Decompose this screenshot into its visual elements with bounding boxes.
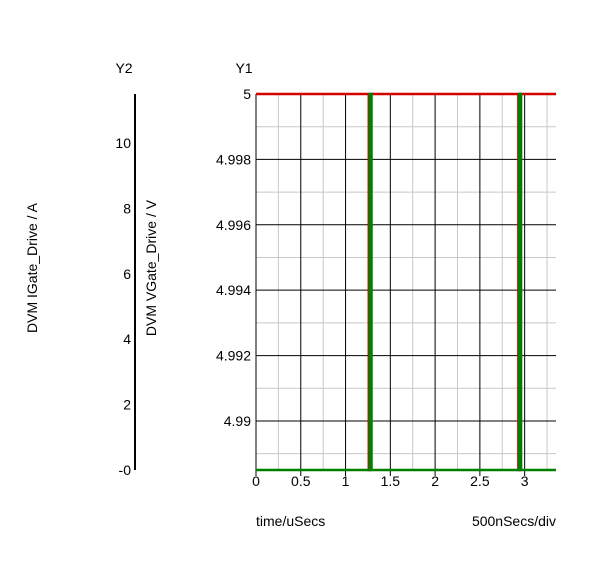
x-tick-label: 3	[521, 473, 529, 489]
y2-tick-label: 6	[123, 266, 131, 282]
x-tick-label: 0	[252, 473, 260, 489]
series-2-line	[256, 92, 556, 472]
y1-tick-label: 5	[243, 86, 251, 102]
y2-tick-label: 4	[123, 331, 131, 347]
x-tick-label: 2	[431, 473, 439, 489]
series-layer	[256, 92, 556, 472]
x-axis-label: time/uSecs	[256, 513, 325, 529]
tick-labels: 5 4.998 4.996 4.994 4.992 4.99 0 0.5 1 1.5 2 2.5 3 10…	[115, 86, 528, 489]
x-tick-label: 1.5	[381, 473, 401, 489]
x-tick-label: 1	[342, 473, 350, 489]
y2-tick-label: 2	[123, 397, 131, 413]
y1-tick-label: 4.994	[216, 282, 251, 298]
y1-tick-label: 4.996	[216, 217, 251, 233]
y2-tick-label: 8	[123, 200, 131, 216]
major-grid	[255, 93, 556, 476]
y2-axis-label: DVM IGate_Drive / A	[24, 202, 40, 333]
y1-tick-label: 4.99	[224, 413, 251, 429]
x-division-label: 500nSecs/div	[472, 513, 556, 529]
y2-tick-label: 10	[115, 135, 131, 151]
y1-tick-label: 4.992	[216, 348, 251, 364]
y1-axis-label: DVM VGate_Drive / V	[143, 199, 159, 336]
x-tick-label: 2.5	[470, 473, 490, 489]
minor-grid	[256, 94, 556, 470]
y1-tick-label: 4.998	[216, 151, 251, 167]
x-tick-label: 0.5	[291, 473, 311, 489]
y2-tick-label: -0	[119, 462, 132, 478]
y1-header: Y1	[235, 60, 252, 76]
y2-header: Y2	[115, 60, 132, 76]
